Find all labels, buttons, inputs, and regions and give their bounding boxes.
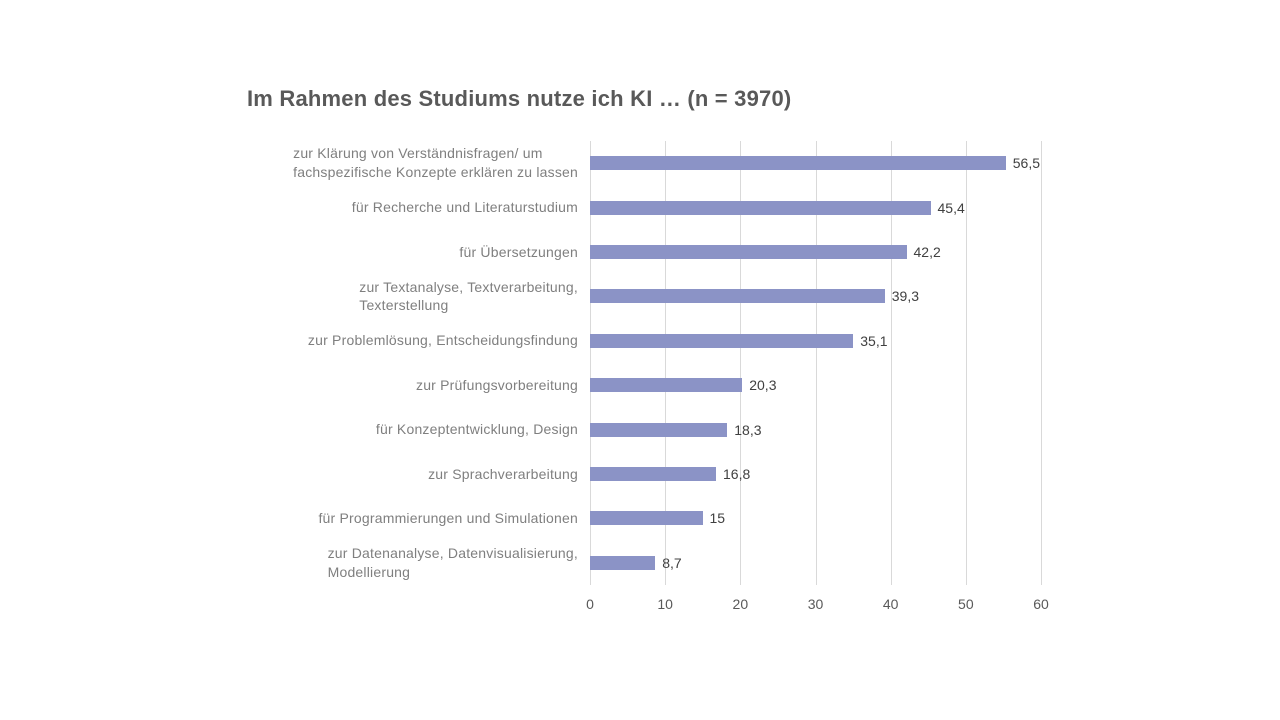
gridline xyxy=(1041,141,1042,585)
category-label: zur Problemlösung, Entscheidungsfindung xyxy=(307,332,578,349)
x-tick-label: 50 xyxy=(958,596,974,612)
value-label: 45,4 xyxy=(937,199,965,216)
category-cell: zur Prüfungsvorbereitung xyxy=(237,376,590,395)
gridline xyxy=(965,141,967,585)
bar[interactable] xyxy=(590,467,716,482)
bar-track: 35,1 xyxy=(590,319,1040,363)
value-label: 16,8 xyxy=(723,466,751,483)
bar-track: 42,2 xyxy=(590,230,1040,274)
bar-track: 20,3 xyxy=(590,363,1040,407)
category-cell: für Übersetzungen xyxy=(237,243,590,262)
value-label: 18,3 xyxy=(734,421,762,438)
category-label: für Übersetzungen xyxy=(459,243,578,260)
bar[interactable] xyxy=(590,333,854,348)
category-label: für Konzeptentwicklung, Design xyxy=(375,421,578,438)
category-label: zur Sprachverarbeitung xyxy=(428,465,578,482)
bar-track: 16,8 xyxy=(590,452,1040,496)
bar-row: für Übersetzungen 42,2 xyxy=(237,230,1041,274)
bar[interactable] xyxy=(590,511,703,526)
bar-row: zur Klärung von Verständnisfragen/ um fa… xyxy=(237,141,1041,185)
gridline xyxy=(890,141,892,585)
bar[interactable] xyxy=(590,378,743,393)
category-cell: zur Klärung von Verständnisfragen/ um fa… xyxy=(237,144,590,182)
bar-row: zur Datenanalyse, Datenvisualisierung, M… xyxy=(237,541,1041,585)
value-label: 39,3 xyxy=(891,288,919,305)
category-cell: zur Textanalyse, Textverarbeitung, Texte… xyxy=(237,278,590,316)
x-tick-label: 40 xyxy=(882,596,899,612)
bar-track: 39,3 xyxy=(590,274,1040,318)
value-label: 20,3 xyxy=(749,377,777,394)
bar[interactable] xyxy=(590,156,1006,171)
category-cell: für Recherche und Literaturstudium xyxy=(237,198,590,217)
bar-row: für Programmierungen und Simulationen 15 xyxy=(237,496,1041,540)
category-label: zur Datenanalyse, Datenvisualisierung, M… xyxy=(327,544,578,580)
bar-row: zur Sprachverarbeitung 16,8 xyxy=(237,452,1041,496)
value-label: 42,2 xyxy=(913,244,941,261)
bar[interactable] xyxy=(590,200,931,215)
bar-track: 8,7 xyxy=(590,541,1040,585)
bar-row: für Recherche und Literaturstudium 45,4 xyxy=(237,185,1041,229)
bar-track: 15 xyxy=(590,496,1040,540)
x-tick-label: 60 xyxy=(1033,596,1049,612)
category-cell: zur Problemlösung, Entscheidungsfindung xyxy=(237,331,590,350)
value-label: 35,1 xyxy=(860,332,888,349)
category-cell: zur Sprachverarbeitung xyxy=(237,465,590,484)
gridline xyxy=(740,141,742,585)
bar[interactable] xyxy=(590,245,907,260)
bar-track: 18,3 xyxy=(590,407,1040,451)
bar-track: 45,4 xyxy=(590,185,1040,229)
category-cell: für Konzeptentwicklung, Design xyxy=(237,420,590,439)
bar[interactable] xyxy=(590,289,885,304)
category-label: für Programmierungen und Simulationen xyxy=(318,510,578,526)
category-label: zur Prüfungsvorbereitung xyxy=(416,376,578,393)
category-cell: zur Datenanalyse, Datenvisualisierung, M… xyxy=(237,544,590,582)
x-tick-label: 0 xyxy=(586,596,594,612)
chart-title: Im Rahmen des Studiums nutze ich KI … (n… xyxy=(247,86,792,111)
bar-chart: zur Klärung von Verständnisfragen/ um fa… xyxy=(237,141,1049,612)
bar-rows: zur Klärung von Verständnisfragen/ um fa… xyxy=(237,141,1041,585)
bar-row: zur Prüfungsvorbereitung 20,3 xyxy=(237,363,1041,407)
bar[interactable] xyxy=(590,422,728,437)
gridline xyxy=(590,141,591,585)
category-label: für Recherche und Literaturstudium xyxy=(351,199,578,216)
bar-row: zur Textanalyse, Textverarbeitung, Texte… xyxy=(237,274,1041,318)
value-label: 56,5 xyxy=(1012,155,1040,172)
bar-track: 56,5 xyxy=(590,141,1040,185)
category-label: zur Klärung von Verständnisfragen/ um fa… xyxy=(293,145,578,181)
bar[interactable] xyxy=(590,555,656,570)
bar-row: zur Problemlösung, Entscheidungsfindung … xyxy=(237,319,1041,363)
gridlines xyxy=(590,141,1042,585)
value-label: 15 xyxy=(709,510,726,527)
gridline xyxy=(665,141,667,585)
x-tick-label: 20 xyxy=(732,596,749,612)
gridline xyxy=(815,141,817,585)
bar-row: für Konzeptentwicklung, Design 18,3 xyxy=(237,407,1041,451)
category-label: zur Textanalyse, Textverarbeitung, Texte… xyxy=(359,278,578,314)
value-label: 8,7 xyxy=(662,554,682,571)
x-axis: 0 10 20 30 40 50 60 xyxy=(586,596,1049,616)
x-tick-label: 10 xyxy=(657,596,673,612)
category-cell: für Programmierungen und Simulationen xyxy=(237,509,590,528)
x-tick-label: 30 xyxy=(807,596,824,612)
